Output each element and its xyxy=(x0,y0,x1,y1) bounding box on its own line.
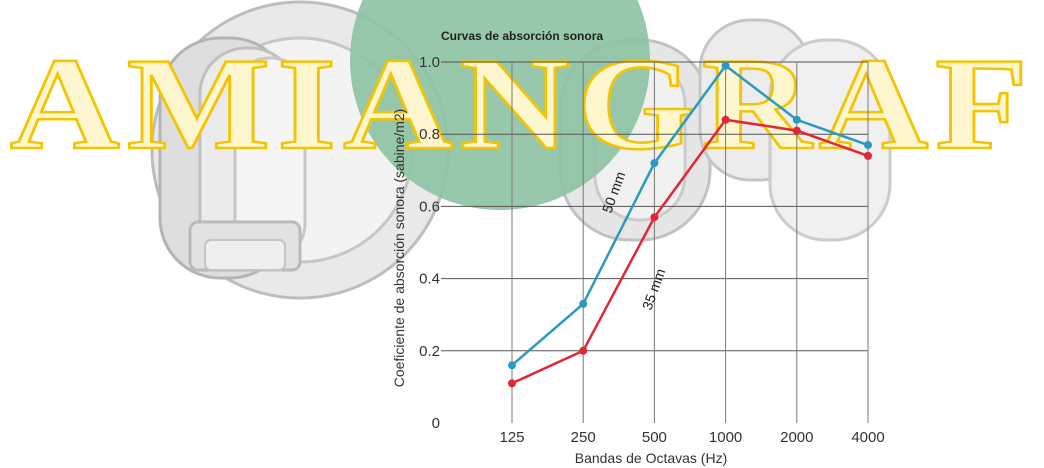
chart-title: Curvas de absorción sonora xyxy=(441,29,603,43)
x-axis-title: Bandas de Octavas (Hz) xyxy=(575,450,728,466)
data-point xyxy=(721,61,730,70)
data-point xyxy=(650,159,659,168)
data-point xyxy=(792,115,801,124)
curve-label-35mm: 35 mm xyxy=(639,266,669,312)
data-point xyxy=(792,126,801,135)
x-tick-label: 4000 xyxy=(851,429,884,446)
y-tick-label: 0 xyxy=(432,415,440,432)
data-point xyxy=(508,379,516,388)
y-tick-label: 0.2 xyxy=(419,343,440,360)
data-point xyxy=(864,151,872,160)
grid xyxy=(441,61,869,423)
x-tick-label: 500 xyxy=(642,429,667,446)
y-axis-title: Coeficiente de absorción sonora (sabine/… xyxy=(391,109,407,388)
watermark-emblem xyxy=(350,0,650,210)
x-tick-labels: 125 250 500 1000 2000 4000 xyxy=(499,429,884,446)
x-tick-label: 250 xyxy=(571,429,596,446)
series-line-1 xyxy=(511,118,869,385)
data-point xyxy=(579,299,588,308)
data-point xyxy=(864,141,872,150)
y-tick-label: 1.0 xyxy=(419,54,440,71)
series-line-0 xyxy=(511,64,869,367)
data-point xyxy=(579,346,588,355)
data-point xyxy=(508,361,516,370)
y-tick-label: 0.4 xyxy=(419,271,440,288)
x-tick-label: 1000 xyxy=(709,429,742,446)
watermark-graphic: AMIANGRAF xyxy=(9,0,1035,300)
y-tick-label: 0.8 xyxy=(419,126,440,143)
y-tick-labels: 0 0.2 0.4 0.6 0.8 1.0 xyxy=(419,54,440,432)
x-tick-label: 125 xyxy=(499,429,524,446)
x-tick-label: 2000 xyxy=(780,429,813,446)
series-layer xyxy=(508,61,872,388)
data-point xyxy=(650,213,659,222)
watermark-text: AMIANGRAF xyxy=(10,30,1035,177)
data-point xyxy=(721,115,730,124)
y-tick-label: 0.6 xyxy=(419,198,440,215)
